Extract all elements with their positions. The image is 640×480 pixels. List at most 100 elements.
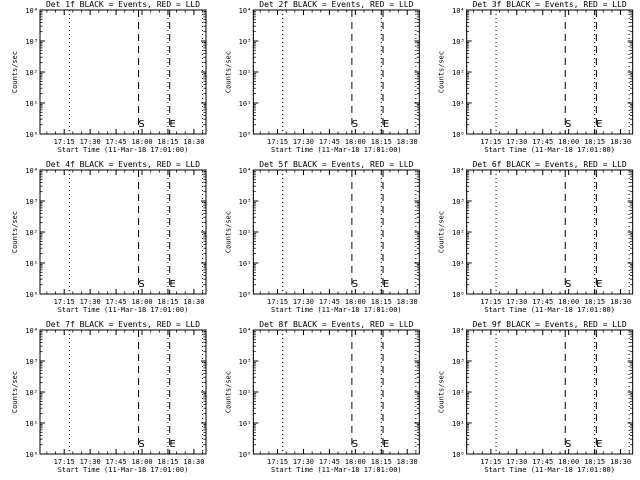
y-tick-label: 10⁴ [25, 7, 38, 15]
plot-panel-det-6: Det 6f BLACK = Events, RED = LLD 10⁰ 10¹ 10… [438, 160, 634, 314]
x-tick-label: 17:15 [480, 138, 501, 146]
x-tick-label: 17:45 [319, 458, 340, 466]
plot-panel-det-9: Det 9f BLACK = Events, RED = LLD 10⁰ 10¹ 10… [438, 320, 634, 474]
y-axis-label: Counts/sec [11, 371, 19, 413]
x-tick-label: 17:15 [480, 298, 501, 306]
y-axis-label: Counts/sec [224, 211, 232, 253]
plot-title: Det 7f BLACK = Events, RED = LLD [46, 320, 200, 329]
x-tick-label: 17:15 [54, 298, 75, 306]
plot-panel-det-7: Det 7f BLACK = Events, RED = LLD 10⁰ 10¹ 10… [11, 320, 207, 474]
x-tick-label: 18:15 [584, 138, 605, 146]
time-marker-label-E: E [170, 119, 176, 130]
x-tick-label: 17:15 [480, 458, 501, 466]
x-tick-label: 17:45 [106, 298, 127, 306]
plot-panel-det-4: Det 4f BLACK = Events, RED = LLD 10⁰ 10¹ 10… [11, 160, 207, 314]
x-tick-label: 18:15 [157, 298, 178, 306]
x-axis-label: Start Time (11-Mar-18 17:01:00) [271, 466, 402, 474]
y-tick-label: 10⁴ [25, 167, 38, 175]
x-tick-label: 18:30 [183, 458, 204, 466]
time-marker-label-S: S [352, 439, 358, 450]
plot-title: Det 3f BLACK = Events, RED = LLD [473, 0, 627, 9]
y-axis-label: Counts/sec [224, 371, 232, 413]
y-axis-label: Counts/sec [11, 51, 19, 93]
plot-frame [252, 9, 420, 135]
y-tick-label: 10⁰ [25, 451, 38, 459]
x-tick-label: 17:30 [80, 298, 101, 306]
y-tick-label: 10³ [452, 198, 465, 206]
time-marker-label-S: S [352, 279, 358, 290]
y-tick-label: 10² [452, 389, 465, 397]
x-tick-label: 18:00 [558, 138, 579, 146]
plot-frame [466, 9, 634, 135]
x-tick-label: 18:15 [371, 138, 392, 146]
x-tick-label: 17:15 [267, 458, 288, 466]
y-tick-label: 10³ [239, 198, 252, 206]
x-tick-label: 18:15 [157, 458, 178, 466]
y-tick-label: 10¹ [239, 420, 252, 428]
y-tick-label: 10² [239, 389, 252, 397]
x-tick-label: 18:30 [183, 298, 204, 306]
y-tick-label: 10⁰ [239, 451, 252, 459]
x-axis-label: Start Time (11-Mar-18 17:01:00) [484, 306, 615, 314]
plot-panel-det-5: Det 5f BLACK = Events, RED = LLD 10⁰ 10¹ 10… [224, 160, 420, 314]
y-axis-label: Counts/sec [224, 51, 232, 93]
x-tick-label: 17:30 [293, 138, 314, 146]
y-tick-label: 10² [452, 229, 465, 237]
x-tick-label: 17:15 [267, 298, 288, 306]
y-tick-label: 10² [239, 229, 252, 237]
y-tick-label: 10⁴ [452, 167, 465, 175]
y-tick-label: 10⁰ [25, 131, 38, 139]
y-tick-label: 10⁰ [25, 291, 38, 299]
time-marker-label-E: E [170, 439, 176, 450]
x-tick-label: 18:00 [131, 458, 152, 466]
time-marker-label-E: E [170, 279, 176, 290]
y-tick-label: 10⁰ [452, 451, 465, 459]
plot-title: Det 1f BLACK = Events, RED = LLD [46, 0, 200, 9]
x-tick-label: 17:45 [319, 138, 340, 146]
time-marker-label-E: E [596, 119, 602, 130]
time-marker-label-E: E [383, 279, 389, 290]
plot-title: Det 6f BLACK = Events, RED = LLD [473, 160, 627, 169]
plot-frame [39, 329, 207, 455]
y-tick-label: 10⁴ [239, 327, 252, 335]
y-tick-label: 10² [25, 229, 38, 237]
x-tick-label: 17:45 [319, 298, 340, 306]
y-tick-label: 10⁰ [452, 131, 465, 139]
y-tick-label: 10² [239, 69, 252, 77]
time-marker-label-S: S [565, 279, 571, 290]
y-tick-label: 10⁰ [239, 291, 252, 299]
x-tick-label: 17:45 [532, 298, 553, 306]
time-marker-label-E: E [596, 439, 602, 450]
plot-title: Det 5f BLACK = Events, RED = LLD [259, 160, 413, 169]
x-tick-label: 18:00 [131, 298, 152, 306]
y-tick-label: 10³ [239, 358, 252, 366]
time-marker-label-S: S [565, 119, 571, 130]
plot-frame [252, 329, 420, 455]
time-marker-label-E: E [383, 439, 389, 450]
y-tick-label: 10² [25, 389, 38, 397]
x-axis-label: Start Time (11-Mar-18 17:01:00) [58, 146, 189, 154]
x-tick-label: 18:00 [558, 458, 579, 466]
y-tick-label: 10⁴ [452, 327, 465, 335]
x-tick-label: 17:30 [293, 298, 314, 306]
y-tick-label: 10³ [452, 358, 465, 366]
plot-panel-det-2: Det 2f BLACK = Events, RED = LLD 10⁰ 10¹ 10… [224, 0, 420, 154]
x-tick-label: 17:45 [106, 138, 127, 146]
time-marker-label-E: E [596, 279, 602, 290]
plot-title: Det 9f BLACK = Events, RED = LLD [473, 320, 627, 329]
time-marker-label-E: E [383, 119, 389, 130]
x-tick-label: 18:30 [397, 138, 418, 146]
y-tick-label: 10³ [25, 38, 38, 46]
plot-frame [39, 169, 207, 295]
x-tick-label: 17:30 [80, 138, 101, 146]
x-axis-label: Start Time (11-Mar-18 17:01:00) [58, 466, 189, 474]
x-tick-label: 17:45 [532, 458, 553, 466]
y-axis-label: Counts/sec [11, 211, 19, 253]
x-tick-label: 18:30 [610, 138, 631, 146]
plot-title: Det 8f BLACK = Events, RED = LLD [259, 320, 413, 329]
x-tick-label: 17:15 [54, 138, 75, 146]
x-tick-label: 18:30 [397, 298, 418, 306]
x-tick-label: 17:30 [506, 458, 527, 466]
x-tick-label: 17:30 [506, 298, 527, 306]
